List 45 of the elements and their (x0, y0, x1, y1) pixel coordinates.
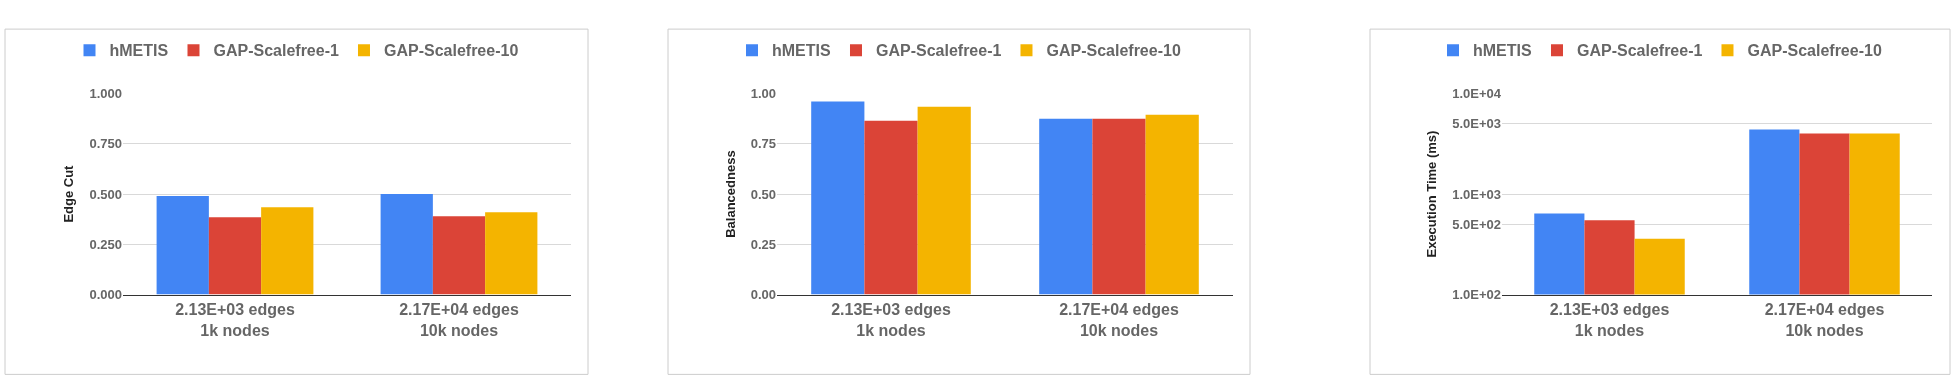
y-tick-label: 0.25 (750, 236, 776, 252)
bar (380, 194, 433, 295)
bar (208, 217, 262, 295)
y-tick-label: 0.500 (89, 186, 122, 202)
y-tick-label: 1.0E+03 (1452, 186, 1501, 202)
x-tick-label: 2.13E+03 edges 1k nodes (831, 300, 951, 339)
y-axis-title: Balancedness (722, 150, 738, 238)
y-tick-label: 1.00 (750, 86, 776, 102)
bar (811, 101, 865, 295)
y-axis-title: Edge Cut (61, 164, 77, 223)
bar (1092, 118, 1146, 295)
y-tick-label: 0.50 (750, 186, 776, 202)
legend-label: GAP-Scalefree-1 (875, 42, 1002, 60)
bar (864, 120, 918, 295)
y-tick-label: 0.750 (89, 136, 122, 152)
y-tick-label: 0.250 (89, 236, 122, 252)
y-tick-label: 5.0E+03 (1452, 116, 1501, 132)
y-tick-label: 1.0E+04 (1452, 86, 1502, 102)
bar (156, 196, 209, 295)
y-tick-label: 1.0E+02 (1452, 287, 1501, 303)
bar (261, 207, 314, 295)
legend-label: GAP-Scalefree-1 (213, 42, 339, 60)
y-tick-label: 1.000 (89, 86, 122, 102)
legend-label: GAP-Scalefree-10 (1747, 42, 1882, 60)
x-tick-label: 2.13E+03 edges 1k nodes (175, 300, 295, 339)
bar (917, 106, 971, 295)
bar (1039, 118, 1093, 295)
y-tick-label: 5.0E+02 (1452, 216, 1501, 232)
bar (485, 212, 538, 295)
legend-label: hMETIS (772, 42, 831, 60)
y-tick-label: 0.00 (750, 287, 776, 303)
x-tick-label: 2.17E+04 edges 10k nodes (1059, 300, 1179, 339)
x-tick-label: 2.17E+04 edges 10k nodes (1764, 300, 1885, 339)
legend-label: hMETIS (109, 42, 169, 60)
legend-label: GAP-Scalefree-10 (383, 42, 519, 60)
bar (1145, 114, 1199, 295)
y-tick-label: 0.75 (750, 136, 776, 152)
y-tick-label: 0.000 (89, 287, 122, 303)
x-tick-label: 2.13E+03 edges 1k nodes (1549, 300, 1670, 339)
legend-label: GAP-Scalefree-10 (1046, 42, 1181, 60)
y-axis-title: Execution Time (ms) (1424, 130, 1440, 258)
x-tick-label: 2.17E+04 edges 10k nodes (399, 300, 519, 339)
legend-label: GAP-Scalefree-1 (1576, 42, 1703, 60)
bar (432, 216, 486, 295)
legend-label: hMETIS (1473, 42, 1532, 60)
